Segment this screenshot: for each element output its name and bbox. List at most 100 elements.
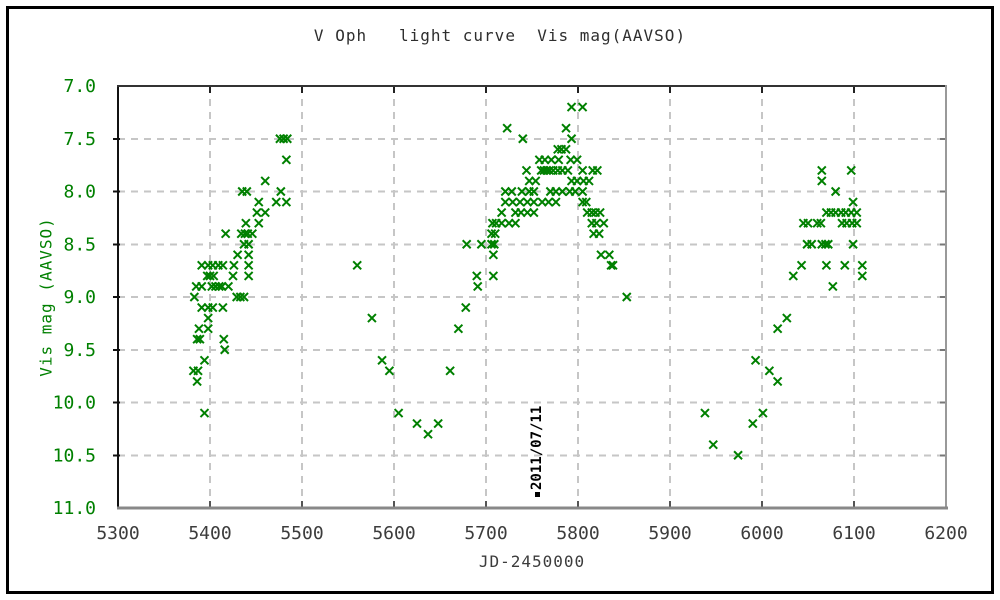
data-point [377, 355, 387, 366]
y-tick-label: 8.0 [63, 182, 96, 203]
data-point [823, 239, 833, 249]
data-point [622, 292, 632, 302]
data-point [546, 155, 557, 165]
data-point [708, 439, 718, 450]
data-point [243, 239, 254, 249]
data-point [700, 408, 710, 418]
data-point [199, 408, 210, 418]
data-point [608, 260, 618, 271]
data-point [243, 250, 254, 260]
data-point [553, 155, 564, 165]
y-tick-label: 9.0 [63, 287, 96, 308]
data-point [500, 197, 511, 207]
data-point [242, 186, 252, 197]
data-point [828, 281, 838, 292]
x-tick-label: 5300 [96, 523, 139, 544]
data-point [433, 418, 443, 429]
data-point [207, 281, 217, 292]
data-point [461, 239, 472, 249]
data-point [840, 260, 850, 271]
chart-title: V Oph light curve Vis mag(AAVSO) [313, 26, 687, 45]
data-point [543, 197, 554, 207]
data-point [490, 228, 500, 239]
data-point [423, 429, 433, 439]
annotation-date-label: 2011/07/11 [528, 405, 545, 490]
data-point [557, 186, 568, 197]
data-point [782, 313, 792, 323]
data-point [507, 197, 518, 207]
data-point [199, 355, 210, 366]
data-point [192, 376, 202, 387]
data-point [220, 345, 230, 355]
data-point [758, 408, 768, 418]
data-point [218, 260, 228, 271]
data-point [507, 186, 517, 197]
data-point [243, 260, 254, 271]
data-point [591, 218, 602, 228]
data-point [281, 197, 292, 207]
y-tick-label: 8.5 [63, 234, 96, 255]
data-point [515, 197, 525, 207]
data-point [278, 134, 289, 144]
data-point [733, 450, 743, 460]
data-point [393, 408, 404, 418]
data-point [473, 281, 483, 292]
data-point [281, 155, 292, 165]
data-point [367, 313, 377, 323]
data-point [254, 197, 264, 207]
x-tick-label: 6000 [740, 523, 783, 544]
data-point [352, 260, 362, 271]
data-point [566, 102, 577, 112]
data-point [764, 366, 775, 376]
data-point [260, 176, 270, 186]
data-point [530, 176, 541, 186]
data-point [502, 123, 512, 133]
y-tick-label: 10.5 [53, 445, 96, 466]
data-point [551, 197, 561, 207]
x-tick-label: 5800 [556, 523, 599, 544]
data-point [218, 302, 228, 313]
data-point [488, 271, 499, 281]
y-tick-label: 7.0 [63, 76, 96, 97]
data-point [599, 218, 609, 228]
data-point [796, 260, 807, 271]
data-point [570, 186, 580, 197]
data-point [817, 176, 827, 186]
data-point [241, 218, 251, 228]
data-point [788, 271, 798, 281]
x-axis-label: JD-2450000 [478, 552, 586, 571]
data-point [563, 165, 573, 176]
data-point [806, 239, 817, 249]
data-point [510, 218, 521, 228]
data-point [803, 218, 813, 228]
data-point [260, 207, 270, 218]
data-point [254, 218, 264, 228]
data-point [205, 271, 215, 281]
data-point [848, 197, 858, 207]
data-point [812, 218, 822, 228]
data-point [518, 134, 528, 144]
data-point [577, 197, 588, 207]
data-point [193, 366, 203, 376]
data-point [194, 323, 204, 334]
data-point [553, 144, 563, 155]
data-point [472, 271, 482, 281]
data-point [192, 334, 202, 344]
y-axis-label: Vis mag (AAVSO) [36, 217, 56, 377]
data-point [748, 418, 758, 429]
data-point [817, 165, 827, 176]
data-point [581, 197, 591, 207]
data-point [271, 197, 281, 207]
data-point [830, 186, 841, 197]
data-point [584, 176, 594, 186]
data-point [489, 239, 499, 249]
data-point [566, 134, 577, 144]
x-tick-label: 6200 [924, 523, 967, 544]
data-point [750, 355, 761, 366]
data-point [496, 218, 507, 228]
data-point [772, 376, 783, 387]
y-tick-label: 7.5 [63, 129, 96, 150]
data-point [521, 165, 532, 176]
data-point [214, 281, 224, 292]
data-point [592, 165, 603, 176]
